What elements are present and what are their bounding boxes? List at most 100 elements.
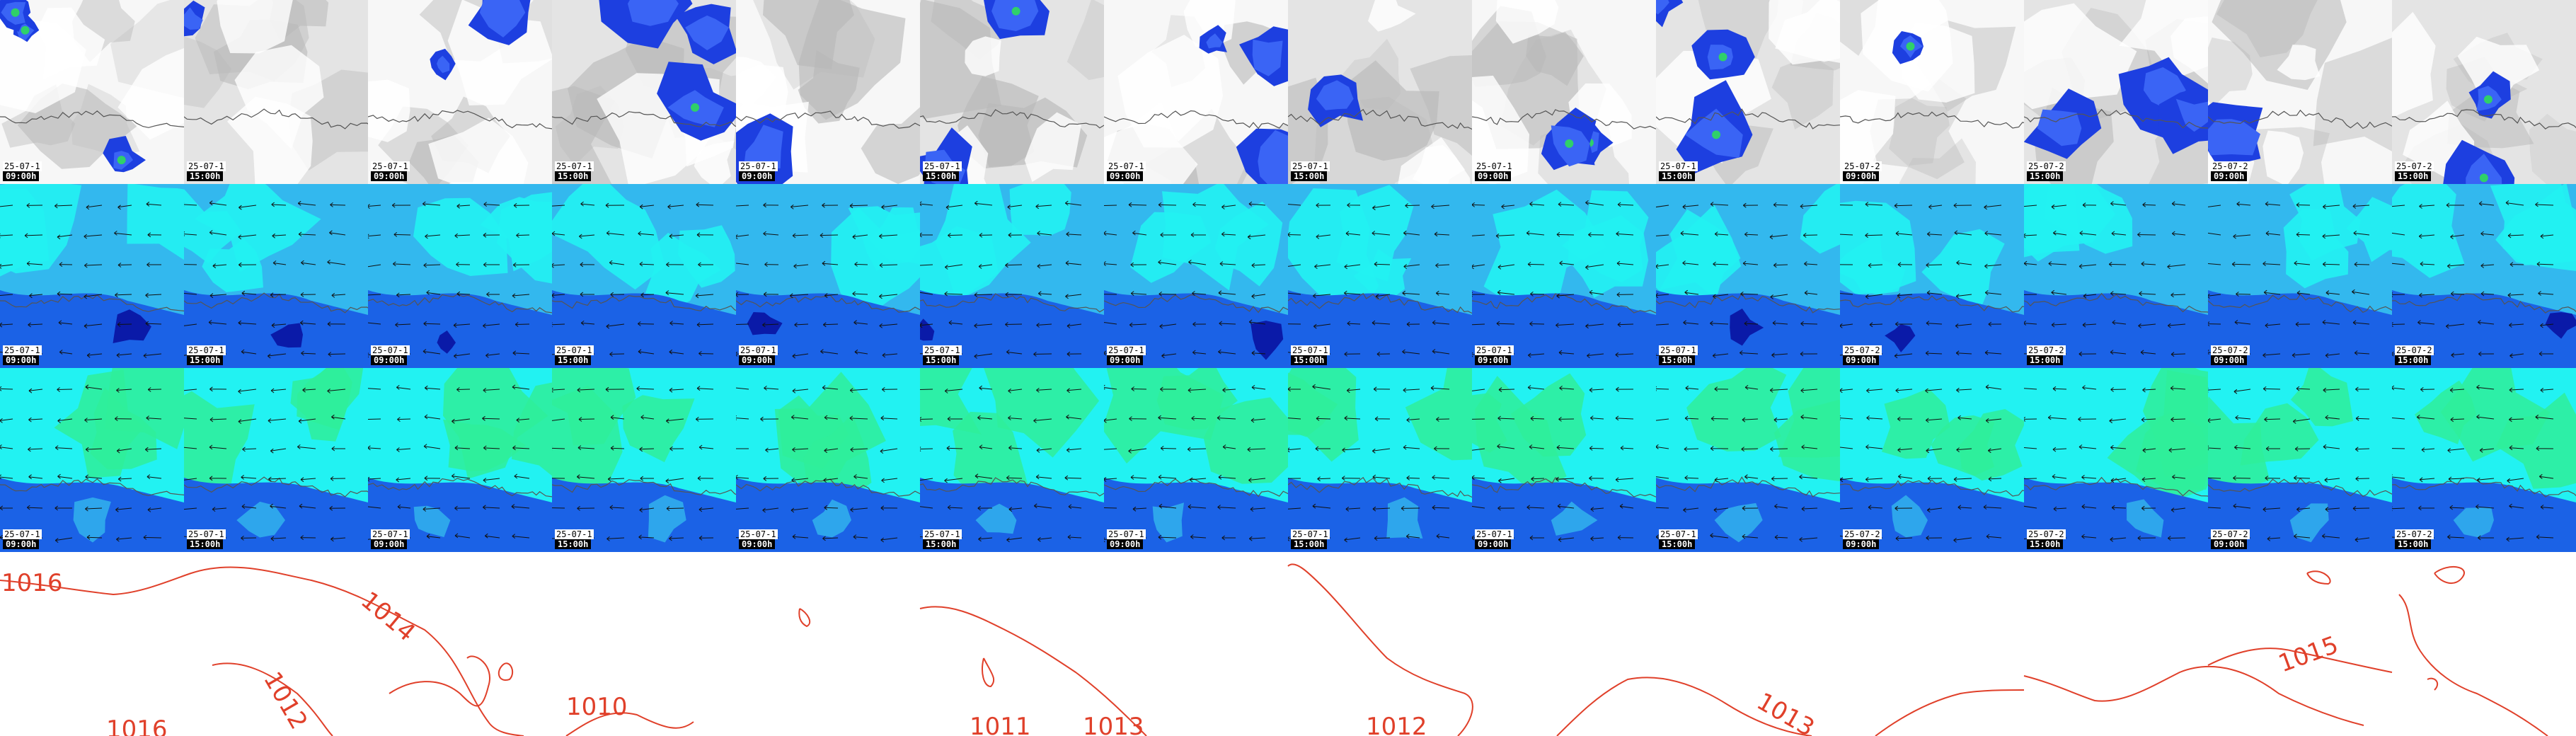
wind-arrows [2392, 384, 2554, 542]
map-tile-wind: 25-07-2 09:00h [2208, 184, 2392, 368]
isobar-map: 1016 1014 1012 1016 1010 1011 1013 1012 … [0, 563, 2548, 736]
frame-timestamp: 25-07-1 15:00h [187, 529, 226, 549]
frame-timestamp: 25-07-1 15:00h [555, 529, 594, 549]
map-tile-wind: 25-07-1 15:00h [920, 184, 1104, 368]
frame-time: 15:00h [187, 171, 224, 181]
frame-time: 15:00h [1659, 171, 1696, 181]
frame-date: 25-07-1 [1659, 345, 1698, 355]
map-tile-wind: 25-07-1 09:00h [1472, 184, 1656, 368]
map-image [184, 0, 368, 184]
map-image [2024, 0, 2208, 184]
frame-time: 09:00h [739, 355, 776, 365]
map-tile-gusts: 25-07-1 15:00h [920, 368, 1104, 552]
map-tile-wind: 25-07-1 15:00h [1288, 184, 1472, 368]
map-image [184, 184, 368, 368]
frame-timestamp: 25-07-1 15:00h [923, 529, 962, 549]
frame-date: 25-07-1 [371, 529, 410, 539]
map-tile-cloud-precip: 25-07-2 09:00h [2208, 0, 2392, 184]
frame-date: 25-07-2 [1843, 161, 1882, 171]
frame-time: 09:00h [2211, 539, 2248, 549]
frame-timestamp: 25-07-2 15:00h [2027, 345, 2066, 365]
wind-arrows [552, 386, 714, 541]
frame-time: 09:00h [1475, 539, 1512, 549]
frame-time: 15:00h [1659, 539, 1696, 549]
map-image [1104, 368, 1288, 552]
frame-date: 25-07-1 [1291, 345, 1330, 355]
map-tile-cloud-precip: 25-07-1 09:00h [736, 0, 920, 184]
frame-date: 25-07-2 [2027, 529, 2066, 539]
map-image [2208, 0, 2392, 184]
map-image [368, 0, 552, 184]
map-image [1472, 184, 1656, 368]
map-tile-gusts: 25-07-1 15:00h [1288, 368, 1472, 552]
frame-timestamp: 25-07-2 09:00h [1843, 161, 1882, 181]
map-tile-cloud-precip: 25-07-2 15:00h [2392, 0, 2576, 184]
frame-timestamp: 25-07-2 09:00h [2211, 345, 2250, 365]
map-image [552, 0, 736, 184]
frame-date: 25-07-1 [555, 345, 594, 355]
frame-time: 15:00h [187, 355, 224, 365]
frame-date: 25-07-1 [1475, 161, 1514, 171]
map-image [736, 184, 920, 368]
map-tile-cloud-precip: 25-07-2 09:00h [1840, 0, 2024, 184]
frame-time: 09:00h [1843, 539, 1880, 549]
frame-timestamp: 25-07-1 15:00h [923, 345, 962, 365]
frame-timestamp: 25-07-1 09:00h [1475, 161, 1514, 181]
isobar-panel: 1016 1014 1012 1016 1010 1011 1013 1012 … [0, 552, 2576, 736]
isobar-label: 1013 [1752, 687, 1819, 736]
frame-time: 15:00h [2395, 171, 2432, 181]
map-tile-gusts: 25-07-1 09:00h [1472, 368, 1656, 552]
isobar-label: 1014 [355, 586, 420, 647]
frame-date: 25-07-2 [2211, 529, 2250, 539]
frame-time: 15:00h [1291, 539, 1328, 549]
isobar-label: 1016 [106, 715, 168, 736]
map-image [1656, 184, 1840, 368]
frame-date: 25-07-1 [923, 161, 962, 171]
frame-date: 25-07-1 [187, 529, 226, 539]
wind-arrows [920, 200, 1082, 359]
map-image [1840, 184, 2024, 368]
frame-timestamp: 25-07-1 15:00h [1659, 345, 1698, 365]
map-image [2024, 184, 2208, 368]
map-tile-wind: 25-07-1 09:00h [736, 184, 920, 368]
map-tile-cloud-precip: 25-07-1 15:00h [184, 0, 368, 184]
frame-time: 09:00h [2211, 171, 2248, 181]
map-tile-gusts: 25-07-1 09:00h [368, 368, 552, 552]
map-image [2208, 184, 2392, 368]
frame-timestamp: 25-07-1 09:00h [371, 161, 410, 181]
map-tile-wind: 25-07-1 09:00h [1104, 184, 1288, 368]
frame-date: 25-07-2 [2395, 161, 2434, 171]
frame-date: 25-07-1 [1475, 529, 1514, 539]
frame-time: 09:00h [1475, 171, 1512, 181]
map-tile-cloud-precip: 25-07-1 15:00h [1656, 0, 1840, 184]
map-tile-gusts: 25-07-2 15:00h [2024, 368, 2208, 552]
frame-time: 09:00h [1843, 171, 1880, 181]
frame-timestamp: 25-07-1 15:00h [1291, 161, 1330, 181]
wind-arrows [1656, 385, 1818, 542]
frame-timestamp: 25-07-2 15:00h [2027, 161, 2066, 181]
frame-date: 25-07-1 [739, 161, 778, 171]
map-image [920, 368, 1104, 552]
frame-time: 15:00h [1659, 355, 1696, 365]
map-tile-wind: 25-07-1 15:00h [552, 184, 736, 368]
frame-timestamp: 25-07-1 09:00h [739, 529, 778, 549]
map-tile-gusts: 25-07-2 15:00h [2392, 368, 2576, 552]
frame-timestamp: 25-07-1 15:00h [1291, 529, 1330, 549]
map-tile-gusts: 25-07-1 15:00h [552, 368, 736, 552]
frame-timestamp: 25-07-1 15:00h [187, 161, 226, 181]
frame-timestamp: 25-07-1 09:00h [739, 345, 778, 365]
map-image [1104, 0, 1288, 184]
map-tile-cloud-precip: 25-07-1 15:00h [920, 0, 1104, 184]
map-image [368, 368, 552, 552]
map-tile-wind: 25-07-1 09:00h [0, 184, 184, 368]
map-image [1288, 184, 1472, 368]
frame-timestamp: 25-07-1 09:00h [1475, 345, 1514, 365]
map-image [736, 368, 920, 552]
frame-date: 25-07-1 [1475, 345, 1514, 355]
frame-timestamp: 25-07-1 09:00h [1107, 161, 1146, 181]
frame-time: 09:00h [2211, 355, 2248, 365]
map-image [2024, 368, 2208, 552]
frame-date: 25-07-2 [2395, 345, 2434, 355]
isobar-label: 1013 [1083, 713, 1144, 736]
frame-timestamp: 25-07-1 15:00h [1659, 161, 1698, 181]
